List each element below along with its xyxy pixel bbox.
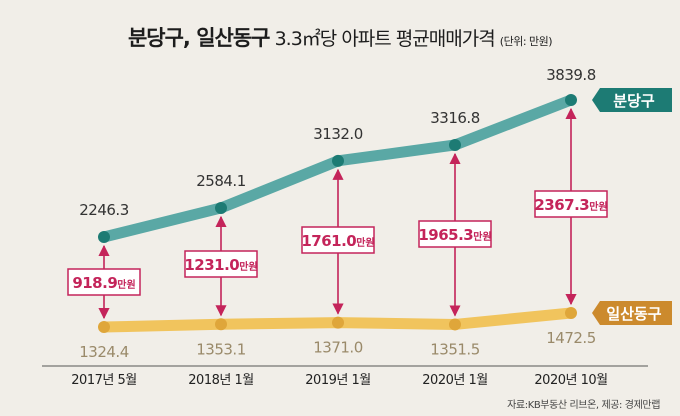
- bundang-point: [449, 138, 461, 151]
- x-tick-label: 2020년 10월: [534, 373, 607, 388]
- gap-value-label: 1231.0만원: [184, 256, 257, 274]
- ilsan-point: [215, 318, 227, 331]
- source-note: 자료:KB부동산 리브온, 제공: 경제만랩: [507, 398, 660, 411]
- bundang-legend-tag-shape: [592, 88, 672, 112]
- gap-value-box: [301, 226, 375, 254]
- ilsan-value-label: 1351.5: [430, 340, 480, 358]
- ilsan-point: [449, 318, 461, 331]
- bundang-value-label: 3839.8: [546, 66, 596, 84]
- bundang-point: [565, 94, 577, 106]
- gap-value-box: [534, 190, 608, 218]
- bundang-value-label: 3132.0: [313, 125, 363, 143]
- gap-value-label: 1965.3만원: [418, 226, 491, 244]
- x-tick-label: 2019년 1월: [305, 373, 370, 388]
- ilsan-point: [98, 321, 110, 333]
- bundang-value-label: 2246.3: [79, 201, 129, 219]
- x-tick-label: 2020년 1월: [422, 373, 487, 388]
- ilsan-value-label: 1371.0: [313, 339, 363, 357]
- gap-value-box: [184, 250, 258, 278]
- ilsan-value-label: 1353.1: [196, 340, 246, 358]
- bundang-point: [215, 201, 227, 214]
- ilsan-legend-tag: 일산동구: [592, 301, 672, 325]
- title-unit: (단위: 만원): [499, 35, 553, 48]
- ilsan-value-label: 1324.4: [79, 343, 129, 361]
- gap-value-label: 2367.3만원: [534, 196, 607, 214]
- gap-value-box: [418, 220, 492, 248]
- bundang-value-label: 3316.8: [430, 109, 480, 127]
- title-bold: 분당구, 일산동구: [127, 26, 271, 50]
- ilsan-point: [332, 316, 344, 329]
- bundang-value-label: 2584.1: [196, 172, 246, 190]
- gap-value-label: 1761.0만원: [301, 232, 374, 250]
- bundang-point: [332, 154, 344, 167]
- bundang-point: [98, 231, 110, 243]
- bundang-legend-tag: 분당구: [592, 88, 672, 112]
- chart-title: 분당구, 일산동구 3.3㎡당 아파트 평균매매가격 (단위: 만원): [0, 22, 680, 52]
- ilsan-legend-tag-shape: [592, 301, 672, 325]
- ilsan-point: [565, 307, 577, 319]
- bundang-legend-tag-text: 분당구: [613, 92, 655, 110]
- ilsan-value-label: 1472.5: [546, 329, 596, 347]
- title-rest: 3.3㎡당 아파트 평균매매가격: [274, 28, 496, 50]
- gap-value-box: [67, 268, 141, 296]
- gap-value-label: 918.9만원: [72, 274, 135, 292]
- x-tick-label: 2018년 1월: [188, 373, 253, 388]
- ilsan-legend-tag-text: 일산동구: [606, 305, 661, 323]
- x-tick-label: 2017년 5월: [71, 373, 136, 388]
